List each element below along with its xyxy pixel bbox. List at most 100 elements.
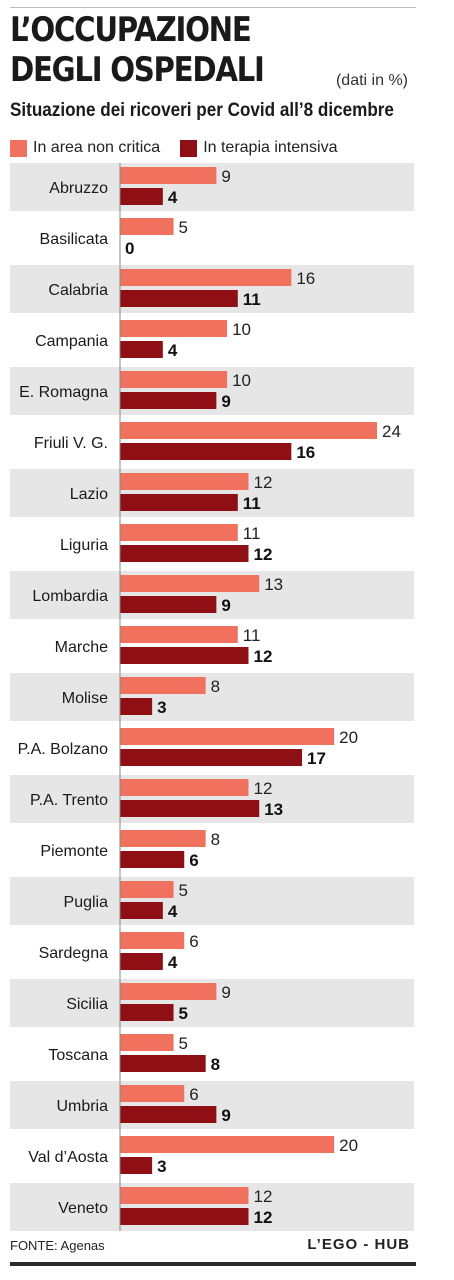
bar-non-critical bbox=[120, 1187, 249, 1204]
bar-non-critical bbox=[120, 626, 238, 643]
bar-intensive-care bbox=[120, 341, 163, 358]
value-label-intensive-care: 11 bbox=[243, 290, 261, 309]
value-label-intensive-care: 16 bbox=[296, 443, 315, 462]
chart-title: L’OCCUPAZIONE DEGLI OSPEDALI bbox=[10, 10, 265, 90]
bottom-rule bbox=[10, 1262, 416, 1266]
title-line-2: DEGLI OSPEDALI bbox=[10, 50, 265, 90]
legend-item-non-critical: In area non critica bbox=[10, 139, 160, 157]
value-label-non-critical: 20 bbox=[339, 1136, 358, 1155]
bar-intensive-care bbox=[120, 290, 238, 307]
bar-non-critical bbox=[120, 830, 206, 847]
bar-non-critical bbox=[120, 524, 238, 541]
row-band bbox=[10, 673, 414, 721]
value-label-non-critical: 12 bbox=[254, 1187, 273, 1206]
legend-swatch-non-critical bbox=[10, 139, 27, 157]
value-label-intensive-care: 9 bbox=[221, 596, 230, 615]
value-label-non-critical: 5 bbox=[179, 218, 188, 237]
value-label-non-critical: 16 bbox=[296, 269, 315, 288]
bar-non-critical bbox=[120, 320, 228, 337]
legend-label-intensive-care: In terapia intensiva bbox=[203, 139, 338, 156]
value-label-non-critical: 10 bbox=[232, 320, 251, 339]
value-label-intensive-care: 4 bbox=[168, 902, 178, 921]
bar-intensive-care bbox=[120, 851, 185, 868]
bar-intensive-care bbox=[120, 596, 217, 613]
value-label-non-critical: 20 bbox=[339, 728, 358, 747]
category-label: Sardegna bbox=[39, 945, 108, 962]
category-label: Sicilia bbox=[66, 996, 108, 1013]
value-label-intensive-care: 4 bbox=[168, 953, 178, 972]
unit-note: (dati in %) bbox=[335, 72, 408, 89]
value-label-non-critical: 12 bbox=[254, 473, 273, 492]
value-label-intensive-care: 17 bbox=[307, 749, 326, 768]
value-label-non-critical: 12 bbox=[254, 779, 273, 798]
bar-non-critical bbox=[120, 575, 260, 592]
bar-intensive-care bbox=[120, 1055, 206, 1072]
category-label: Toscana bbox=[48, 1047, 108, 1064]
legend-swatch-intensive-care bbox=[180, 139, 198, 157]
legend-item-intensive-care: In terapia intensiva bbox=[180, 139, 338, 157]
legend: In area non critica In terapia intensiva bbox=[10, 137, 358, 159]
value-label-non-critical: 13 bbox=[264, 575, 283, 594]
value-label-intensive-care: 9 bbox=[221, 392, 230, 411]
category-label: Calabria bbox=[48, 282, 108, 299]
value-label-non-critical: 10 bbox=[232, 371, 251, 390]
category-label: Puglia bbox=[64, 894, 109, 911]
bar-intensive-care bbox=[120, 953, 163, 970]
bar-intensive-care bbox=[120, 647, 249, 664]
bar-intensive-care bbox=[120, 1208, 249, 1225]
bar-intensive-care bbox=[120, 800, 260, 817]
category-label: Abruzzo bbox=[49, 180, 108, 197]
bar-intensive-care bbox=[120, 443, 292, 460]
bar-non-critical bbox=[120, 1085, 185, 1102]
bar-chart: Abruzzo 9 4 Basilicata 5 0 Calabria 16 11 Campani… bbox=[10, 163, 414, 1231]
category-label: Molise bbox=[62, 690, 108, 707]
legend-label-non-critical: In area non critica bbox=[33, 139, 161, 156]
category-label: P.A. Trento bbox=[30, 792, 108, 809]
value-label-intensive-care: 5 bbox=[179, 1004, 188, 1023]
category-label: Liguria bbox=[60, 537, 108, 554]
row-band bbox=[10, 877, 414, 925]
top-rule bbox=[10, 7, 416, 8]
value-label-non-critical: 24 bbox=[382, 422, 401, 441]
bar-non-critical bbox=[120, 1136, 335, 1153]
value-label-intensive-care: 3 bbox=[157, 698, 166, 717]
category-label: E. Romagna bbox=[19, 384, 108, 401]
value-label-intensive-care: 12 bbox=[254, 1208, 273, 1227]
category-label: Lazio bbox=[70, 486, 108, 503]
value-label-non-critical: 5 bbox=[179, 881, 188, 900]
chart-subtitle: Situazione dei ricoveri per Covid all’8 … bbox=[10, 100, 394, 121]
value-label-non-critical: 9 bbox=[221, 983, 230, 1002]
value-label-intensive-care: 12 bbox=[254, 647, 273, 666]
bar-non-critical bbox=[120, 983, 217, 1000]
value-label-non-critical: 6 bbox=[189, 932, 198, 951]
bar-intensive-care bbox=[120, 1106, 217, 1123]
bar-intensive-care bbox=[120, 188, 163, 205]
bar-non-critical bbox=[120, 881, 174, 898]
credit-note: L’EGO - HUB bbox=[307, 1236, 410, 1253]
value-label-intensive-care: 3 bbox=[157, 1157, 166, 1176]
category-label: Umbria bbox=[56, 1098, 108, 1115]
value-label-intensive-care: 8 bbox=[211, 1055, 220, 1074]
value-label-non-critical: 11 bbox=[243, 524, 261, 543]
category-label: Veneto bbox=[58, 1200, 108, 1217]
bar-non-critical bbox=[120, 728, 335, 745]
bar-intensive-care bbox=[120, 902, 163, 919]
value-label-non-critical: 8 bbox=[211, 677, 220, 696]
bar-intensive-care bbox=[120, 1004, 174, 1021]
value-label-intensive-care: 9 bbox=[221, 1106, 230, 1125]
value-label-intensive-care: 6 bbox=[189, 851, 198, 870]
value-label-intensive-care: 0 bbox=[125, 239, 134, 258]
category-label: Piemonte bbox=[40, 843, 108, 860]
bar-intensive-care bbox=[120, 698, 153, 715]
bar-intensive-care bbox=[120, 494, 238, 511]
value-label-intensive-care: 13 bbox=[264, 800, 283, 819]
bar-non-critical bbox=[120, 677, 206, 694]
bar-non-critical bbox=[120, 932, 185, 949]
title-line-1: L’OCCUPAZIONE bbox=[10, 10, 252, 50]
value-label-non-critical: 6 bbox=[189, 1085, 198, 1104]
value-label-intensive-care: 4 bbox=[168, 188, 178, 207]
bar-non-critical bbox=[120, 269, 292, 286]
category-label: Basilicata bbox=[40, 231, 109, 248]
bar-non-critical bbox=[120, 779, 249, 796]
source-note: FONTE: Agenas bbox=[10, 1238, 105, 1253]
